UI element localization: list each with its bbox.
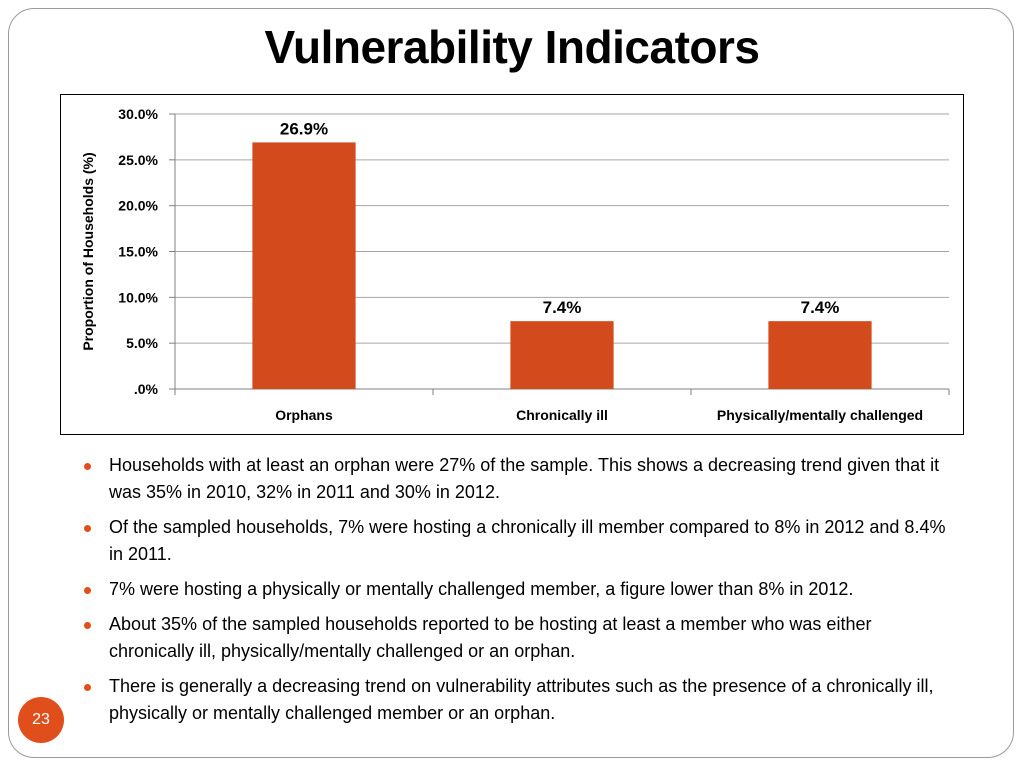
bullet-text: Households with at least an orphan were … [109,455,940,502]
bullet-text: About 35% of the sampled households repo… [109,614,872,661]
bullet-item: 7% were hosting a physically or mentally… [80,576,960,603]
bullet-dot-icon [84,587,91,594]
slide-title: Vulnerability Indicators [264,21,760,73]
y-tick-label: 15.0% [118,244,158,260]
bullet-list: Households with at least an orphan were … [80,452,960,735]
data-label: 7.4% [801,298,840,317]
bullet-text: Of the sampled households, 7% were hosti… [109,517,946,564]
bullet-dot-icon [84,684,91,691]
bullet-text: 7% were hosting a physically or mentally… [109,579,854,599]
bar [768,321,872,389]
y-tick-label: 20.0% [118,198,158,214]
page-number-badge: 23 [18,697,64,743]
bullet-text: There is generally a decreasing trend on… [109,676,934,723]
y-axis-title: Proportion of Households (%) [80,152,96,350]
y-tick-label: 10.0% [118,289,158,305]
bullet-item: Of the sampled households, 7% were hosti… [80,514,960,568]
chart-svg: .0% 5.0% 10.0% 15.0% 20.0% 25.0% 30.0% 26.9% Orp… [80,106,950,423]
bullet-dot-icon [84,622,91,629]
x-tick-label: Chronically ill [516,407,608,423]
bullet-item: There is generally a decreasing trend on… [80,673,960,727]
y-tick-label: .0% [134,381,159,397]
bullet-item: About 35% of the sampled households repo… [80,611,960,665]
x-tick-label: Orphans [275,407,333,423]
bullet-item: Households with at least an orphan were … [80,452,960,506]
y-tick-label: 5.0% [126,335,158,351]
x-tick-label: Physically/mentally challenged [717,407,923,423]
y-tick-label: 30.0% [118,106,158,122]
data-label: 26.9% [280,119,328,138]
bar [510,321,614,389]
bullet-dot-icon [84,463,91,470]
data-label: 7.4% [543,298,582,317]
y-tick-label: 25.0% [118,152,158,168]
bar-chart: .0% 5.0% 10.0% 15.0% 20.0% 25.0% 30.0% 26.9% Orp… [60,94,964,435]
bar [252,142,356,389]
bullet-dot-icon [84,525,91,532]
